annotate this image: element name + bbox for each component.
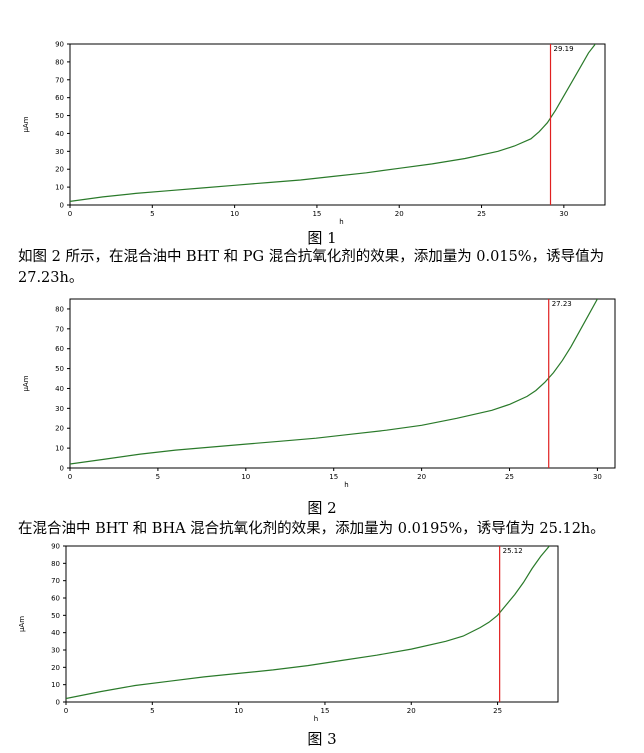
y-tick-label: 30 [55,148,64,156]
y-tick-label: 80 [55,305,64,313]
y-tick-label: 30 [51,647,60,655]
y-tick-label: 70 [55,325,64,333]
x-axis-label: h [344,481,348,489]
x-tick-label: 20 [407,707,416,715]
y-tick-label: 60 [51,595,60,603]
y-tick-label: 10 [51,681,60,689]
y-tick-label: 50 [55,365,64,373]
x-tick-label: 5 [150,210,154,218]
y-tick-label: 0 [60,202,64,210]
y-axis-label: µAm [18,616,26,632]
x-axis-label: h [314,715,318,723]
y-tick-label: 0 [60,465,64,473]
x-tick-label: 15 [312,210,321,218]
x-tick-label: 25 [477,210,486,218]
x-tick-label: 20 [417,473,426,481]
y-tick-label: 80 [55,58,64,66]
x-axis-label: h [339,218,343,226]
paragraph-1: 如图 2 所示，在混合油中 BHT 和 PG 混合抗氧化剂的效果，添加量为 0.… [18,249,605,286]
x-tick-label: 10 [234,707,243,715]
series-line [70,299,598,465]
y-tick-label: 70 [55,76,64,84]
x-tick-label: 0 [68,210,72,218]
x-tick-label: 5 [150,707,154,715]
paragraph-2: 在混合油中 BHT 和 BHA 混合抗氧化剂的效果，添加量为 0.0195%，诱… [18,521,605,537]
figure-3-caption: 图 3 [307,730,337,748]
y-tick-label: 10 [55,184,64,192]
x-tick-label: 25 [505,473,514,481]
y-tick-label: 90 [55,41,64,49]
y-tick-label: 20 [55,425,64,433]
x-tick-label: 15 [320,707,329,715]
y-tick-label: 50 [51,612,60,620]
chart-1: 0 10 20 30 40 50 60 70 80 90 0 5 10 15 20 25 30 h µAm 29.19 [22,41,606,226]
y-tick-label: 80 [51,560,60,568]
series-line [70,44,597,202]
y-tick-label: 60 [55,94,64,102]
x-tick-label: 0 [68,473,72,481]
figure-2-caption: 图 2 [307,499,337,517]
y-tick-label: 60 [55,345,64,353]
y-tick-label: 30 [55,405,64,413]
y-axis-label: µAm [22,375,30,391]
figure-1-caption: 图 1 [307,229,337,247]
x-tick-label: 10 [230,210,239,218]
chart-2: 0 10 20 30 40 50 60 70 80 0 5 10 15 20 25 30 h µAm 27.23 [22,298,616,489]
y-tick-label: 20 [55,166,64,174]
series-line [66,546,550,700]
y-tick-label: 40 [55,130,64,138]
y-tick-label: 0 [56,699,60,707]
y-tick-label: 40 [51,629,60,637]
x-tick-label: 15 [329,473,338,481]
induction-marker-label: 25.12 [503,547,523,555]
y-tick-label: 50 [55,112,64,120]
y-tick-label: 40 [55,385,64,393]
plot-frame [65,545,559,703]
y-axis-label: µAm [22,116,30,132]
x-tick-label: 10 [241,473,250,481]
y-tick-label: 20 [51,664,60,672]
plot-frame [69,298,616,469]
x-tick-label: 5 [156,473,160,481]
x-tick-label: 25 [493,707,502,715]
x-tick-label: 30 [559,210,568,218]
x-tick-label: 20 [395,210,404,218]
induction-marker-label: 29.19 [554,45,574,53]
x-tick-label: 30 [593,473,602,481]
y-tick-label: 90 [51,543,60,551]
x-tick-label: 0 [64,707,68,715]
induction-marker-label: 27.23 [552,300,572,308]
y-tick-label: 70 [51,577,60,585]
y-tick-label: 10 [55,445,64,453]
chart-3: 0 10 20 30 40 50 60 70 80 90 0 5 10 15 20 25 h µAm 25.12 [18,543,559,723]
plot-frame [69,43,606,206]
